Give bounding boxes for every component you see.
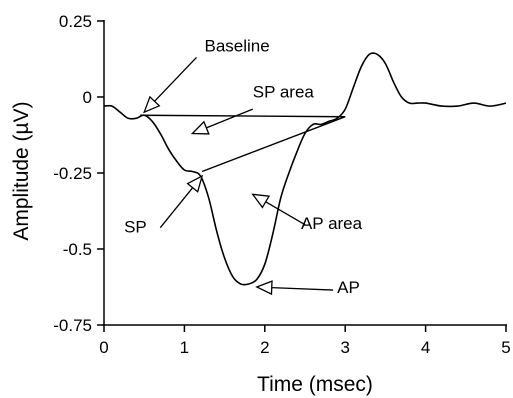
annotation-label: Baseline [205, 36, 270, 55]
annotation-arrow-shaft [159, 187, 194, 229]
baseline-line [140, 114, 346, 118]
annotation-arrow-shaft [206, 108, 253, 129]
annotation-label: AP [337, 278, 360, 297]
x-tick-label: 2 [260, 338, 269, 357]
annotation-arrow-head [143, 95, 161, 114]
x-tick-label: 0 [99, 338, 108, 357]
sp-ap-divider-line [201, 116, 346, 173]
y-axis-title: Amplitude (µV) [10, 101, 33, 240]
x-ticks: 0 1 2 3 4 5 [99, 325, 511, 357]
series-line [103, 52, 507, 286]
annotation-label: AP area [301, 214, 363, 233]
axes: 0 1 2 3 4 5 0.25 0 -0.25 -0.5 -0.75 [53, 12, 510, 357]
annotation-arrow-shaft [271, 286, 334, 291]
x-tick-label: 5 [501, 338, 510, 357]
annotation-label: SP area [253, 82, 315, 101]
annotation-label: SP [124, 217, 147, 236]
series-layer [103, 52, 507, 286]
annotation-arrow-head [190, 120, 210, 135]
x-tick-label: 4 [421, 338, 430, 357]
x-tick-label: 1 [180, 338, 189, 357]
annotation-arrow-shaft [154, 57, 197, 102]
reference-lines [140, 114, 346, 173]
x-tick-label: 3 [340, 338, 349, 357]
y-tick-label: -0.25 [53, 164, 92, 183]
y-tick-label: 0 [83, 88, 92, 107]
y-tick-label: -0.5 [63, 240, 92, 259]
x-axis-title: Time (msec) [257, 373, 373, 396]
annotation-arrow-head [255, 280, 273, 296]
annotation-arrow-head [186, 174, 204, 193]
y-tick-label: -0.75 [53, 316, 92, 335]
annotation-arrow-head [251, 193, 271, 209]
annotation-arrow-shaft [265, 201, 306, 226]
annotations: Baseline SP area SP AP area AP [124, 36, 363, 297]
y-ticks: 0.25 0 -0.25 -0.5 -0.75 [53, 12, 104, 335]
y-tick-label: 0.25 [59, 12, 92, 31]
